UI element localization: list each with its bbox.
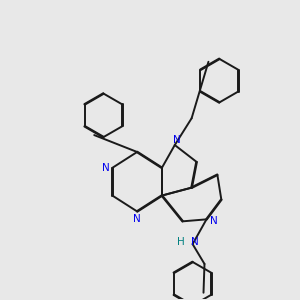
Text: N: N <box>101 163 109 173</box>
Text: N: N <box>209 216 217 226</box>
Text: N: N <box>173 135 181 145</box>
Text: N: N <box>191 237 199 247</box>
Text: N: N <box>133 214 141 224</box>
Text: H: H <box>177 237 184 247</box>
